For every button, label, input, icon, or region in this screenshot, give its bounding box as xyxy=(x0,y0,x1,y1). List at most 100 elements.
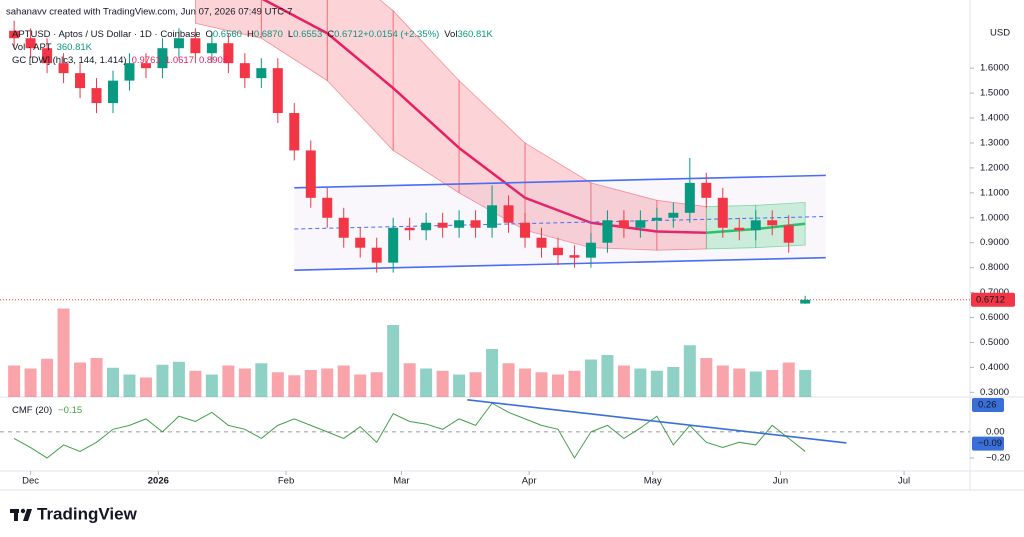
ohlc-item: Vol xyxy=(444,29,457,40)
cmf-trendline xyxy=(467,399,847,444)
volume-bar xyxy=(57,308,70,397)
volume-bar xyxy=(189,370,202,397)
candle-body xyxy=(42,48,53,64)
candle-body xyxy=(701,182,712,198)
cmf-last: −0.15 xyxy=(58,405,82,416)
gc-mid-line xyxy=(326,32,394,90)
ohlc-item: H xyxy=(247,29,254,40)
cmf-tick-label: −0.20 xyxy=(986,452,1010,463)
ohlc-item: 0.6870 xyxy=(254,29,283,40)
gc-title: GC [DW] (hlc3, 144, 1.414) xyxy=(12,55,127,66)
volume-bar xyxy=(551,374,564,397)
ohlc-item: 360.81K xyxy=(457,29,493,40)
volume-bar xyxy=(172,361,185,397)
x-tick-label: May xyxy=(644,476,662,487)
logo-icon xyxy=(14,509,18,521)
candle-body xyxy=(750,220,761,231)
x-tick-label: Jul xyxy=(898,476,910,487)
candle-body xyxy=(124,63,135,81)
candle-body xyxy=(585,242,596,258)
cmf-badge xyxy=(972,398,1004,412)
y-tick-label: 1.4000 xyxy=(980,113,1009,124)
volume-bar xyxy=(486,349,499,397)
candle-body xyxy=(9,30,20,39)
volume-bar xyxy=(667,367,680,397)
candle-body xyxy=(108,80,119,104)
candle-body xyxy=(173,38,184,49)
x-tick-label: Jun xyxy=(773,476,788,487)
ohlc-item: C xyxy=(327,29,334,40)
volume-bar xyxy=(288,375,301,397)
candle-body xyxy=(734,227,745,231)
volume-line: Vol · APT 360.81K xyxy=(12,42,93,53)
volume-bar xyxy=(403,363,416,397)
ohlc-item: 0.6553 xyxy=(293,29,322,40)
volume-bar xyxy=(255,363,268,397)
ohlc-item: +0.0154 (+2.35%) xyxy=(363,29,439,40)
candle-body xyxy=(140,63,151,69)
price-badge-label: 0.6712 xyxy=(976,294,1005,305)
candle-body xyxy=(421,222,432,231)
y-tick-label: 0.9000 xyxy=(980,237,1009,248)
volume-title: Vol · APT xyxy=(12,42,52,53)
volume-bar xyxy=(321,368,334,397)
logo-icon xyxy=(20,508,26,514)
candle-body xyxy=(437,222,448,228)
candle-body xyxy=(338,217,349,238)
cmf-badge xyxy=(972,436,1004,451)
candle-body xyxy=(91,88,102,104)
x-tick-label: Mar xyxy=(393,476,409,487)
candle-body xyxy=(800,299,811,304)
logo: TradingView xyxy=(10,504,138,523)
candle-body xyxy=(25,38,36,49)
y-tick-label: 1.6000 xyxy=(980,63,1009,74)
channel-lower xyxy=(294,256,826,271)
symbol: APTUSD · Aptos / US Dollar · 1D · Coinba… xyxy=(12,29,200,40)
candle-body xyxy=(602,220,613,243)
price-pane xyxy=(8,0,826,397)
y-tick-label: 1.5000 xyxy=(980,88,1009,99)
candle-body xyxy=(256,68,267,79)
ohlc-item: O xyxy=(205,29,212,40)
gc-band xyxy=(326,0,394,152)
cmf-badge-label: 0.26 xyxy=(978,400,997,411)
volume-bar xyxy=(123,374,136,397)
volume-bar xyxy=(238,368,251,397)
candle-body xyxy=(454,220,465,228)
y-tick-label: 1.2000 xyxy=(980,162,1009,173)
candle-body xyxy=(388,227,399,263)
candle-body xyxy=(223,43,234,64)
y-tick-label: 1.3000 xyxy=(980,137,1009,148)
gc-mid-line xyxy=(392,87,460,149)
candle-body xyxy=(520,222,531,238)
volume-bar xyxy=(453,374,466,397)
volume-bar xyxy=(304,370,317,397)
price-badge xyxy=(971,292,1015,307)
x-tick-label: Feb xyxy=(278,476,294,487)
gc-value: 0.9761 xyxy=(132,55,161,66)
y-tick-label: 0.5000 xyxy=(980,337,1009,348)
volume-bar xyxy=(782,362,795,397)
candle-body xyxy=(75,73,86,89)
candle-body xyxy=(272,68,283,114)
volume-bar xyxy=(519,368,532,397)
volume-bar xyxy=(716,365,729,397)
symbol-line: APTUSD · Aptos / US Dollar · 1D · Coinba… xyxy=(12,29,494,40)
candle-body xyxy=(552,247,563,256)
gc-mid-line xyxy=(656,230,707,234)
volume-bar xyxy=(271,372,284,397)
volume-bar xyxy=(568,370,581,397)
volume-value: 360.81K xyxy=(57,42,93,53)
volume-bar xyxy=(90,358,103,397)
candle-body xyxy=(157,48,168,69)
candle-body xyxy=(767,220,778,226)
candle-body xyxy=(58,63,69,74)
candle-body xyxy=(783,225,794,243)
volume-bar xyxy=(8,365,21,397)
candle-body xyxy=(190,38,201,54)
gc-value: 1.0617 xyxy=(165,55,194,66)
volume-bar xyxy=(733,368,746,397)
candle-body xyxy=(536,237,547,248)
logo-text: TradingView xyxy=(37,504,138,523)
